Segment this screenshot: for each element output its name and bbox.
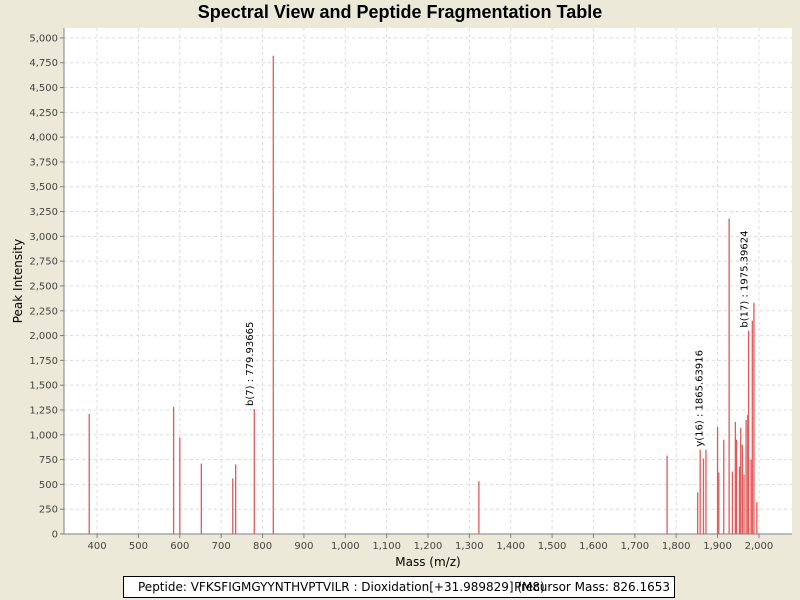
y-tick-label: 2,000 (29, 331, 58, 342)
precursor-mass: Precursor Mass: 826.1653 (514, 580, 670, 594)
y-tick-label: 1,250 (29, 405, 58, 416)
y-tick-label: 3,000 (29, 232, 58, 243)
chart-title: Spectral View and Peptide Fragmentation … (197, 2, 603, 22)
peak-annotation: b(17) : 1975.39624 (740, 231, 751, 328)
y-tick-label: 4,250 (29, 108, 58, 119)
y-tick-label: 2,500 (29, 281, 58, 292)
x-tick-label: 1,900 (703, 541, 732, 552)
peak-annotation: y(16) : 1865.63916 (694, 350, 705, 447)
y-tick-label: 2,250 (29, 306, 58, 317)
y-tick-label: 2,750 (29, 257, 58, 268)
x-tick-label: 1,300 (455, 541, 484, 552)
x-tick-label: 1,100 (372, 541, 401, 552)
y-tick-label: 750 (39, 455, 58, 466)
y-tick-label: 1,750 (29, 356, 58, 367)
y-tick-label: 4,500 (29, 83, 58, 94)
x-tick-label: 1,700 (620, 541, 649, 552)
y-tick-label: 0 (52, 530, 58, 541)
x-tick-label: 1,600 (579, 541, 608, 552)
peak-annotation: b(7) : 779.93665 (245, 322, 256, 406)
y-tick-label: 1,500 (29, 381, 58, 392)
x-tick-label: 800 (253, 541, 272, 552)
axes: 400 500 600 700 800 900 1,000 1,100 1,200 1,300 1,… (29, 28, 792, 552)
x-tick-label: 900 (294, 541, 313, 552)
x-tick-label: 600 (170, 541, 189, 552)
peak-series (88, 55, 758, 534)
y-tick-label: 4,750 (29, 58, 58, 69)
x-tick-label: 400 (88, 541, 107, 552)
y-tick-label: 5,000 (29, 33, 58, 44)
peptide-legend: Peptide: VFKSFIGMGYYNTHVPTVILR : Dioxida… (123, 576, 675, 598)
y-axis-label: Peak Intensity (11, 239, 25, 324)
x-tick-label: 1,000 (331, 541, 360, 552)
y-tick-label: 500 (39, 480, 58, 491)
y-tick-label: 3,500 (29, 182, 58, 193)
peptide-info: Peptide: VFKSFIGMGYYNTHVPTVILR : Dioxida… (138, 580, 545, 594)
x-tick-label: 1,800 (662, 541, 691, 552)
x-tick-label: 1,500 (538, 541, 567, 552)
y-tick-label: 4,000 (29, 133, 58, 144)
y-tick-label: 3,250 (29, 207, 58, 218)
x-axis-label: Mass (m/z) (395, 555, 460, 569)
y-tick-label: 250 (39, 505, 58, 516)
x-tick-label: 2,000 (745, 541, 774, 552)
x-tick-label: 700 (212, 541, 231, 552)
x-tick-label: 1,200 (414, 541, 443, 552)
y-tick-label: 1,000 (29, 430, 58, 441)
y-tick-label: 3,750 (29, 157, 58, 168)
annotations: b(7) : 779.93665 y(16) : 1865.63916 b(17) … (245, 231, 750, 447)
x-tick-label: 500 (129, 541, 148, 552)
x-tick-label: 1,400 (496, 541, 525, 552)
